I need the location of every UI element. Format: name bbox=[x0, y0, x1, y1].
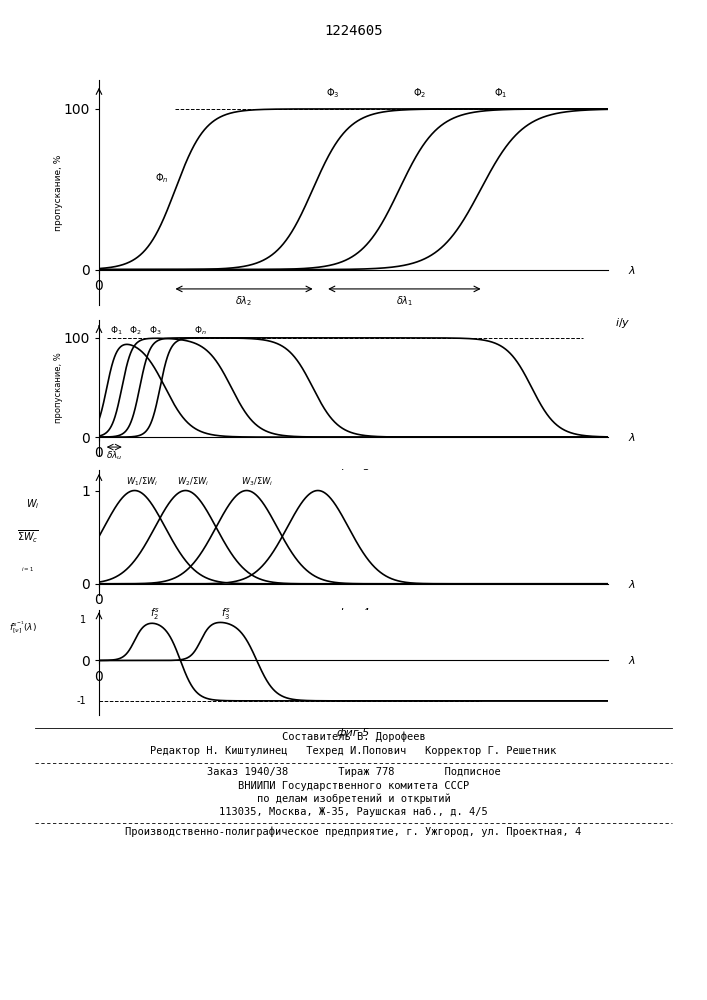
Text: 113035, Москва, Ж-35, Раушская наб., д. 4/5: 113035, Москва, Ж-35, Раушская наб., д. … bbox=[219, 807, 488, 817]
Text: пропускание, %: пропускание, % bbox=[54, 352, 63, 423]
Text: Редактор Н. Киштулинец   Техред И.Попович   Корректор Г. Решетник: Редактор Н. Киштулинец Техред И.Попович … bbox=[151, 746, 556, 756]
Text: $i/y$: $i/y$ bbox=[615, 316, 631, 330]
Text: $_{i=1}$: $_{i=1}$ bbox=[21, 565, 34, 574]
Text: пропускание, %: пропускание, % bbox=[54, 154, 63, 231]
Text: $\Phi_2$: $\Phi_2$ bbox=[129, 325, 142, 337]
Text: $\delta\lambda_1$: $\delta\lambda_1$ bbox=[396, 294, 413, 308]
Text: по делам изобретений и открытий: по делам изобретений и открытий bbox=[257, 794, 450, 804]
Text: фиг.3: фиг.3 bbox=[337, 469, 370, 479]
Text: фиг.4: фиг.4 bbox=[337, 608, 370, 618]
Text: $\Phi_n$: $\Phi_n$ bbox=[155, 171, 168, 185]
Text: $f^s_2$: $f^s_2$ bbox=[150, 606, 160, 622]
Text: $\Phi_2$: $\Phi_2$ bbox=[413, 86, 426, 100]
Text: -1: -1 bbox=[76, 696, 86, 706]
Text: $W_3/\Sigma W_i$: $W_3/\Sigma W_i$ bbox=[240, 476, 273, 488]
Text: 1224605: 1224605 bbox=[325, 24, 382, 38]
Text: 1: 1 bbox=[80, 615, 86, 625]
Text: $f^s_3$: $f^s_3$ bbox=[221, 606, 231, 622]
Text: Составитель В. Дорофеев: Составитель В. Дорофеев bbox=[281, 732, 426, 742]
Text: $\Phi_1$: $\Phi_1$ bbox=[110, 325, 123, 337]
Text: Заказ 1940/38        Тираж 778        Подписное: Заказ 1940/38 Тираж 778 Подписное bbox=[206, 767, 501, 777]
Text: $\delta\lambda_u$: $\delta\lambda_u$ bbox=[106, 449, 122, 462]
Text: $\lambda$: $\lambda$ bbox=[629, 654, 636, 666]
Text: Производственно-полиграфическое предприятие, г. Ужгород, ул. Проектная, 4: Производственно-полиграфическое предприя… bbox=[125, 826, 582, 837]
Text: $\Phi_3$: $\Phi_3$ bbox=[148, 325, 161, 337]
Text: $\Phi_n$: $\Phi_n$ bbox=[194, 325, 207, 337]
Text: $\lambda$: $\lambda$ bbox=[629, 264, 636, 276]
Text: $\lambda$: $\lambda$ bbox=[629, 431, 636, 443]
Text: фиг.5: фиг.5 bbox=[337, 728, 370, 738]
Text: $W_2/\Sigma W_i$: $W_2/\Sigma W_i$ bbox=[177, 476, 209, 488]
Text: $f^{s^{-1}}_{[\nu]}(\lambda)$: $f^{s^{-1}}_{[\nu]}(\lambda)$ bbox=[8, 620, 37, 636]
Text: $W_1/\Sigma W_i$: $W_1/\Sigma W_i$ bbox=[126, 476, 158, 488]
Text: $\Phi_1$: $\Phi_1$ bbox=[494, 86, 508, 100]
Text: $\Phi_3$: $\Phi_3$ bbox=[327, 86, 340, 100]
Text: фиг.2: фиг.2 bbox=[337, 326, 370, 336]
Text: $\lambda$: $\lambda$ bbox=[629, 578, 636, 590]
Text: $W_i$: $W_i$ bbox=[26, 498, 40, 511]
Text: ВНИИПИ Государственного комитета СССР: ВНИИПИ Государственного комитета СССР bbox=[238, 781, 469, 791]
Text: $\delta\lambda_2$: $\delta\lambda_2$ bbox=[235, 294, 252, 308]
Text: $\overline{\Sigma W_c}$: $\overline{\Sigma W_c}$ bbox=[17, 529, 39, 545]
